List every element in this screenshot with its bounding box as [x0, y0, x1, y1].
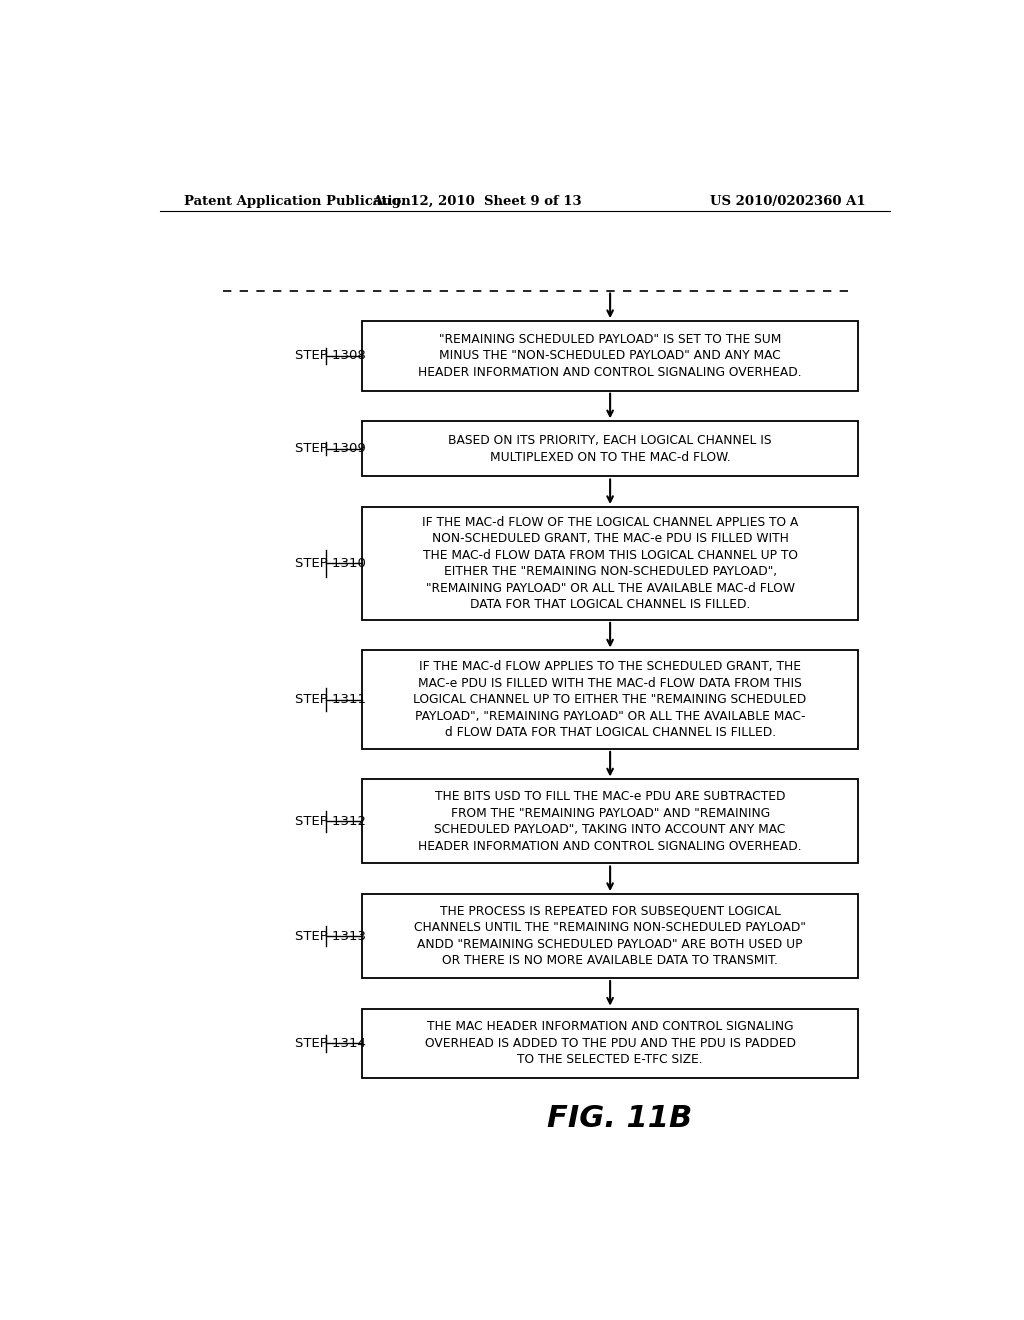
- Text: "REMAINING SCHEDULED PAYLOAD" IS SET TO THE SUM
MINUS THE "NON-SCHEDULED PAYLOAD: "REMAINING SCHEDULED PAYLOAD" IS SET TO …: [418, 333, 802, 379]
- Text: STEP 1312: STEP 1312: [295, 814, 366, 828]
- Text: FIG. 11B: FIG. 11B: [548, 1105, 692, 1134]
- Bar: [362, 421, 858, 477]
- Text: STEP 1310: STEP 1310: [295, 557, 366, 570]
- Text: THE BITS USD TO FILL THE MAC-e PDU ARE SUBTRACTED
FROM THE "REMAINING PAYLOAD" A: THE BITS USD TO FILL THE MAC-e PDU ARE S…: [418, 791, 802, 853]
- Text: STEP 1311: STEP 1311: [295, 693, 366, 706]
- Text: IF THE MAC-d FLOW APPLIES TO THE SCHEDULED GRANT, THE
MAC-e PDU IS FILLED WITH T: IF THE MAC-d FLOW APPLIES TO THE SCHEDUL…: [414, 660, 807, 739]
- Bar: [362, 894, 858, 978]
- Text: STEP 1313: STEP 1313: [295, 929, 366, 942]
- Bar: [362, 321, 858, 391]
- Bar: [362, 779, 858, 863]
- Bar: [362, 1008, 858, 1078]
- Text: Aug. 12, 2010  Sheet 9 of 13: Aug. 12, 2010 Sheet 9 of 13: [373, 194, 582, 207]
- Text: STEP 1309: STEP 1309: [295, 442, 366, 455]
- Bar: [362, 651, 858, 748]
- Text: Patent Application Publication: Patent Application Publication: [183, 194, 411, 207]
- Text: THE PROCESS IS REPEATED FOR SUBSEQUENT LOGICAL
CHANNELS UNTIL THE "REMAINING NON: THE PROCESS IS REPEATED FOR SUBSEQUENT L…: [414, 904, 806, 968]
- Text: BASED ON ITS PRIORITY, EACH LOGICAL CHANNEL IS
MULTIPLEXED ON TO THE MAC-d FLOW.: BASED ON ITS PRIORITY, EACH LOGICAL CHAN…: [449, 434, 772, 463]
- Text: STEP 1308: STEP 1308: [295, 350, 366, 363]
- Text: US 2010/0202360 A1: US 2010/0202360 A1: [711, 194, 866, 207]
- Text: THE MAC HEADER INFORMATION AND CONTROL SIGNALING
OVERHEAD IS ADDED TO THE PDU AN: THE MAC HEADER INFORMATION AND CONTROL S…: [425, 1020, 796, 1067]
- Bar: [362, 507, 858, 620]
- Text: IF THE MAC-d FLOW OF THE LOGICAL CHANNEL APPLIES TO A
NON-SCHEDULED GRANT, THE M: IF THE MAC-d FLOW OF THE LOGICAL CHANNEL…: [422, 516, 799, 611]
- Text: STEP 1314: STEP 1314: [295, 1038, 366, 1049]
